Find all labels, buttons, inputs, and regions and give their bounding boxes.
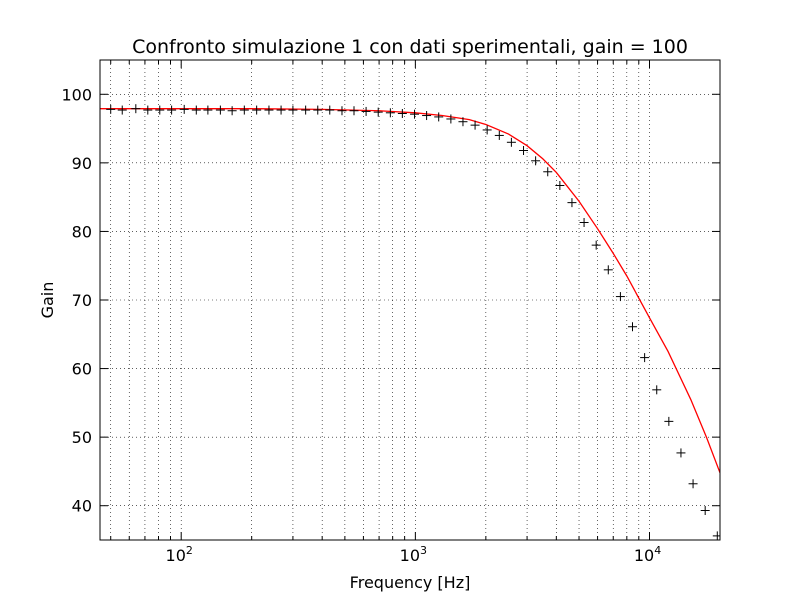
x-tick-label: 104 bbox=[634, 544, 661, 565]
data-point-marker bbox=[470, 120, 480, 130]
y-tick-label: 50 bbox=[72, 428, 92, 447]
data-point-marker bbox=[179, 104, 189, 114]
x-tick-label: 103 bbox=[400, 544, 427, 565]
data-point-marker bbox=[446, 114, 456, 124]
ticks bbox=[100, 60, 721, 540]
data-point-marker bbox=[131, 104, 141, 114]
plot-area bbox=[100, 104, 720, 540]
y-tick-label: 100 bbox=[61, 85, 92, 104]
y-tick-label: 90 bbox=[72, 154, 92, 173]
data-point-marker bbox=[397, 108, 407, 118]
data-point-marker bbox=[313, 105, 323, 115]
data-point-marker bbox=[567, 198, 577, 208]
y-tick-label: 70 bbox=[72, 291, 92, 310]
data-point-marker bbox=[264, 105, 274, 115]
y-tick-label: 60 bbox=[72, 360, 92, 379]
data-point-marker bbox=[239, 105, 249, 115]
data-point-marker bbox=[434, 112, 444, 122]
data-point-marker bbox=[385, 108, 395, 118]
data-point-marker bbox=[664, 416, 674, 426]
data-point-marker bbox=[688, 479, 698, 489]
y-tick-label: 80 bbox=[72, 222, 92, 241]
y-tick-label: 40 bbox=[72, 497, 92, 516]
data-point-marker bbox=[676, 448, 686, 458]
data-point-marker bbox=[531, 156, 541, 166]
data-point-marker bbox=[276, 105, 286, 115]
data-point-marker bbox=[117, 105, 127, 115]
chart-title: Confronto simulazione 1 con dati sperime… bbox=[132, 36, 688, 58]
data-point-marker bbox=[700, 506, 710, 516]
data-point-marker bbox=[640, 353, 650, 363]
y-axis-label: Gain bbox=[38, 282, 57, 319]
data-point-marker bbox=[652, 385, 662, 395]
data-point-marker bbox=[288, 105, 298, 115]
data-point-marker bbox=[337, 106, 347, 116]
data-point-marker bbox=[555, 180, 565, 190]
data-point-marker bbox=[422, 111, 432, 121]
data-point-marker bbox=[301, 105, 311, 115]
data-point-marker bbox=[143, 105, 153, 115]
data-point-marker bbox=[628, 322, 638, 332]
data-point-marker bbox=[361, 106, 371, 116]
data-point-marker bbox=[215, 105, 225, 115]
data-point-marker bbox=[191, 105, 201, 115]
data-point-marker bbox=[603, 265, 613, 275]
data-point-marker bbox=[325, 105, 335, 115]
data-point-marker bbox=[410, 109, 420, 119]
series-line-simulation bbox=[100, 108, 720, 474]
data-point-marker bbox=[482, 125, 492, 135]
data-point-marker bbox=[579, 218, 589, 228]
data-point-marker bbox=[155, 105, 165, 115]
tick-labels: 40 50 60 70 80 90 100 102 103 104 bbox=[61, 85, 661, 565]
data-point-marker bbox=[252, 105, 262, 115]
plot-frame bbox=[99, 59, 721, 541]
data-point-marker bbox=[458, 117, 468, 127]
grid bbox=[100, 60, 721, 540]
data-point-marker bbox=[543, 167, 553, 177]
data-point-marker bbox=[106, 104, 116, 114]
data-point-marker bbox=[712, 531, 720, 540]
data-point-marker bbox=[373, 107, 383, 117]
data-point-marker bbox=[167, 105, 177, 115]
x-axis-label: Frequency [Hz] bbox=[350, 573, 471, 592]
data-point-marker bbox=[227, 106, 237, 116]
data-point-marker bbox=[519, 146, 529, 156]
data-point-marker bbox=[615, 292, 625, 302]
data-point-marker bbox=[494, 130, 504, 140]
data-point-marker bbox=[591, 240, 601, 250]
data-point-marker bbox=[203, 105, 213, 115]
x-tick-label: 102 bbox=[166, 544, 193, 565]
data-point-marker bbox=[506, 137, 516, 147]
data-point-marker bbox=[349, 106, 359, 116]
